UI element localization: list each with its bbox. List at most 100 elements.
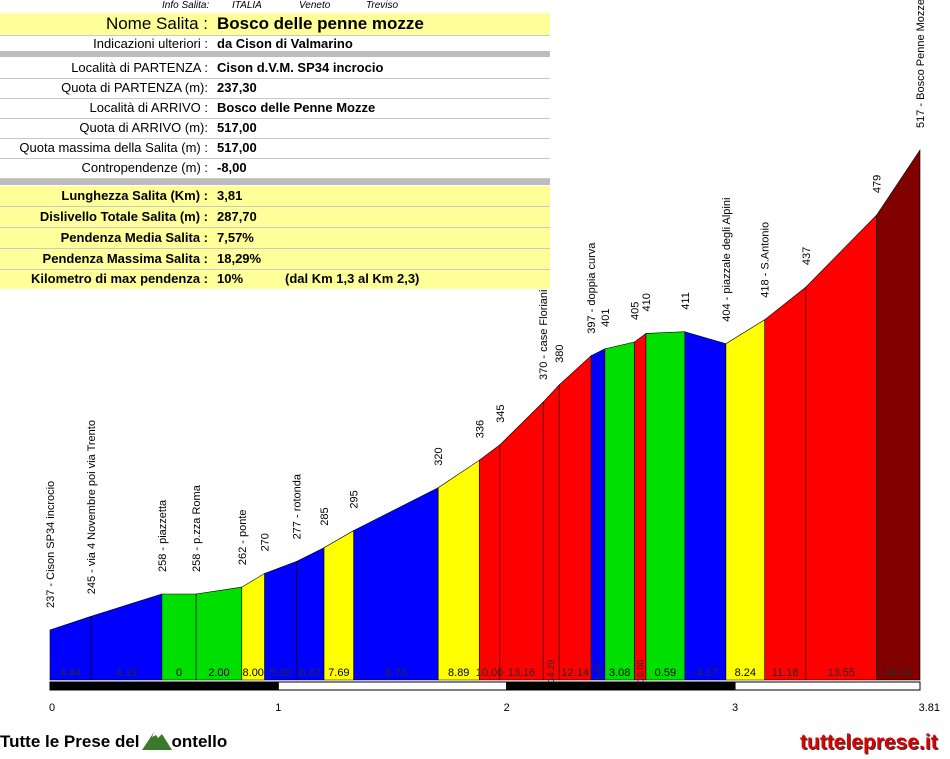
altitude-label: 479 <box>872 175 884 193</box>
site-url-logo: tutteleprese.it <box>800 731 938 754</box>
grade-segment <box>353 487 439 681</box>
altitude-label: 320 <box>433 447 445 465</box>
grade-segment <box>876 149 921 681</box>
end-altitude-value: 517,00 <box>217 120 257 135</box>
grade-label: 12.14 <box>561 667 589 679</box>
total-gain-label: Dislivello Totale Salita (m) : <box>39 209 208 224</box>
row-end-altitude: Quota di ARRIVO (m): 517,00 <box>0 119 550 139</box>
altitude-label: 345 <box>495 404 507 422</box>
grade-segment <box>684 331 727 681</box>
grade-segments <box>49 149 921 681</box>
logo-left-text: Tutte le Prese del <box>0 732 140 751</box>
km-bar-segment <box>49 681 279 691</box>
grade-label: 11.18 <box>772 667 799 679</box>
grade-segment <box>499 401 544 681</box>
km-tick-label: 0 <box>49 702 55 714</box>
length-value: 3,81 <box>217 188 243 203</box>
grade-label: 10.00 <box>635 660 645 683</box>
avg-grade-value: 7,57% <box>217 230 254 245</box>
separator-2 <box>0 179 550 185</box>
end-altitude-label: Quota di ARRIVO (m): <box>79 120 208 135</box>
length-label: Lunghezza Salita (Km) : <box>61 188 208 203</box>
grade-segment <box>764 286 807 681</box>
altitude-label: 262 - ponte <box>237 509 249 565</box>
avg-grade-label: Pendenza Media Salita : <box>60 230 208 245</box>
row-start-altitude: Quota di PARTENZA (m): 237,30 <box>0 79 550 99</box>
info-header-country: ITALIA <box>232 0 262 11</box>
grade-label: 4.44 <box>60 667 81 679</box>
altitude-label: 418 - S.Antonio <box>760 222 772 298</box>
grade-label: 4.19 <box>116 667 137 679</box>
altitude-label: 411 <box>680 292 692 310</box>
start-location-label: Località di PARTENZA : <box>71 60 208 75</box>
grade-label: 7.69 <box>328 667 349 679</box>
grade-segment <box>634 332 647 681</box>
km-bar-segment <box>734 681 921 691</box>
grade-label: 6.67 <box>593 662 603 680</box>
start-location-value: Cison d.V.M. SP34 incrocio <box>217 60 384 75</box>
grade-label: 6.76 <box>385 667 406 679</box>
altitude-label: 258 - piazzetta <box>157 499 169 572</box>
grade-label: 18.10 <box>885 667 913 679</box>
tutte-le-prese-logo: Tutte le Prese del ontello <box>0 728 227 752</box>
km-bar-segment <box>277 681 508 691</box>
grade-label: 13.55 <box>827 667 855 679</box>
row-end-location: Località di ARRIVO : Bosco delle Penne M… <box>0 99 550 119</box>
row-length: Lunghezza Salita (Km) : 3,81 <box>0 186 550 207</box>
grade-label: 5.00 <box>270 667 291 679</box>
altitude-label: 410 <box>641 293 653 311</box>
km-scale-bar <box>49 681 921 691</box>
altitude-label: 295 <box>349 490 361 508</box>
counter-slopes-value: -8,00 <box>217 160 247 175</box>
km-tick-label: 3.81 <box>919 702 940 714</box>
end-location-label: Località di ARRIVO : <box>89 100 209 115</box>
altitude-label: 437 <box>801 247 813 265</box>
grade-label: 8.89 <box>448 667 469 679</box>
grade-label: 0 <box>176 667 182 679</box>
max-altitude-value: 517,00 <box>217 140 257 155</box>
grade-label: 10.00 <box>476 667 504 679</box>
extra-info-value: da Cison di Valmarino <box>217 36 353 51</box>
km-max-grade-label: Kilometro di max pendenza : <box>31 271 208 286</box>
altitude-label: 517 - Bosco Penne Mozze <box>915 0 927 128</box>
grade-segment <box>437 459 480 681</box>
altitude-label: 380 <box>554 344 566 362</box>
max-grade-label: Pendenza Massima Salita : <box>42 251 208 266</box>
grade-segment <box>478 444 501 681</box>
altitude-label: 401 <box>600 308 612 326</box>
grade-label: 3.08 <box>609 667 630 679</box>
row-km-max-grade: Kilometro di max pendenza : 10% (dal Km … <box>0 270 550 289</box>
km-tick-label: 2 <box>504 702 510 714</box>
total-gain-value: 287,70 <box>217 209 257 224</box>
km-tick-labels: 0 1 2 3 3.81 <box>49 702 940 714</box>
altitude-label: 336 <box>474 420 486 438</box>
climb-name-label: Nome Salita : <box>105 14 208 33</box>
logo-left-tail: ontello <box>171 732 228 751</box>
grade-segment <box>805 214 877 681</box>
info-header-label: Info Salita: <box>162 0 210 11</box>
altitude-label: 285 <box>319 507 331 525</box>
grade-segment <box>604 341 635 681</box>
grade-segment <box>296 547 325 681</box>
counter-slopes-label: Contropendenze (m) : <box>81 160 208 175</box>
grade-segment <box>590 348 606 681</box>
altitude-label: 277 - rotonda <box>292 473 304 539</box>
info-header-region: Veneto <box>299 0 331 11</box>
start-altitude-value: 237,30 <box>217 80 257 95</box>
grade-label: 0.59 <box>655 667 676 679</box>
grade-label: 8.24 <box>735 667 756 679</box>
altitude-label: 258 - p.zza Roma <box>191 484 203 572</box>
altitude-label: 245 - via 4 Novembre poi via Trento <box>86 420 98 594</box>
grade-segment <box>558 355 592 681</box>
grade-label: -4.17 <box>693 667 718 679</box>
row-max-altitude: Quota massima della Salita (m) : 517,00 <box>0 139 550 159</box>
km-max-grade-value: 10% <box>217 271 244 286</box>
grade-label: 6.67 <box>300 667 321 679</box>
row-start-location: Località di PARTENZA : Cison d.V.M. SP34… <box>0 59 550 79</box>
row-climb-name: Nome Salita : Bosco delle penne mozze <box>0 13 550 36</box>
altitude-label: 397 - doppia curva <box>586 242 598 334</box>
altitude-label: 405 <box>630 302 642 320</box>
row-counter-slopes: Contropendenze (m) : -8,00 <box>0 159 550 179</box>
grade-segment <box>264 560 297 681</box>
